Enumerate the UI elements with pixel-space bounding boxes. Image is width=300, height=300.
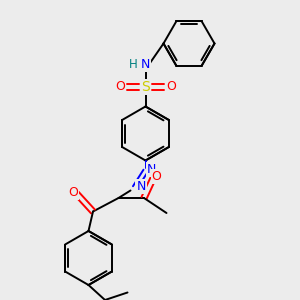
Text: O: O (166, 80, 176, 94)
Text: N: N (136, 179, 146, 193)
Text: H: H (129, 58, 138, 71)
Text: S: S (141, 80, 150, 94)
Text: O: O (115, 80, 125, 94)
Text: N: N (141, 58, 150, 71)
Text: O: O (152, 169, 161, 183)
Text: O: O (68, 185, 78, 199)
Text: N: N (147, 163, 156, 176)
